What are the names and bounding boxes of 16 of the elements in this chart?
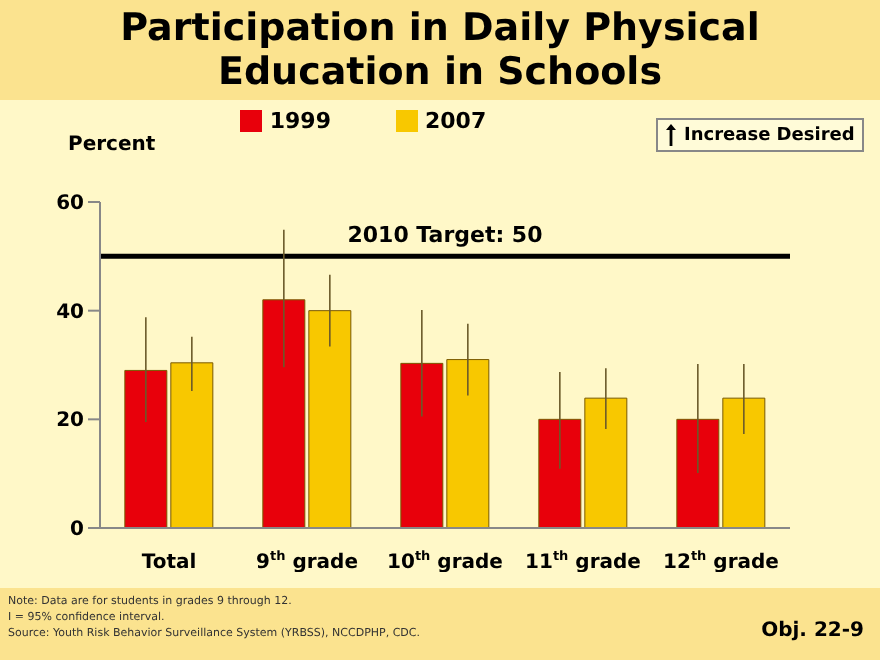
text: Increase Desired [684, 125, 855, 145]
y-tick-label: 60 [56, 193, 85, 216]
y-tick-label: 0 [70, 519, 85, 542]
y-axis-title: Percent [68, 134, 156, 156]
x-tick-label: 12$^{th}$ grade [663, 548, 780, 574]
legend-label: 2007 [425, 108, 487, 134]
y-tick-label: 40 [56, 301, 85, 324]
x-tick-label: 9$^{th}$ grade [256, 548, 359, 574]
x-tick-label: Total [141, 552, 197, 574]
y-tick-label: 20 [56, 410, 85, 433]
legend-label: 1999 [269, 108, 331, 134]
ref-line-label: 2010 Target: 50 [347, 222, 544, 249]
x-tick-label: 10$^{th}$ grade [387, 548, 504, 574]
chart-title: Participation in Daily Physical Education in Schools [118, 6, 762, 94]
x-tick-label: 11$^{th}$ grade [525, 548, 642, 574]
text: Obj. 22-9 [761, 620, 864, 642]
